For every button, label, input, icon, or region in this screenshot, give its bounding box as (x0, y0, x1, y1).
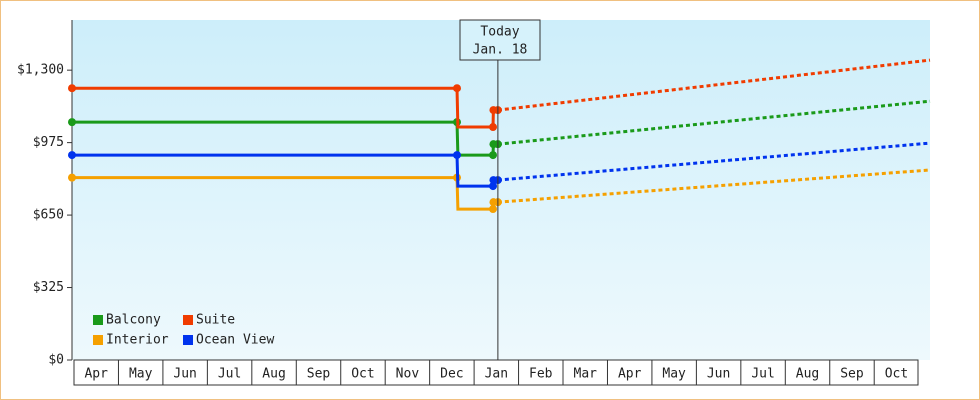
x-tick-label: Aug (262, 367, 285, 382)
x-tick-label: Jul (218, 367, 241, 382)
x-tick-label: Nov (396, 367, 420, 382)
forecast-line (497, 168, 931, 204)
point (488, 123, 497, 132)
x-tick-label: Dec (440, 367, 463, 382)
today-date: Jan. 18 (473, 43, 528, 58)
legend-swatch (183, 335, 193, 345)
x-tick-label: Oct (885, 367, 908, 382)
legend-label: Ocean View (196, 333, 274, 348)
x-tick-label: Mar (574, 367, 598, 382)
forecast-line (497, 141, 931, 182)
x-tick-label: May (129, 367, 153, 382)
legend-swatch (183, 315, 193, 325)
y-tick-label: $1,300 (17, 63, 64, 78)
x-tick-label: Apr (618, 367, 642, 382)
point (488, 205, 497, 214)
x-axis-band (73, 359, 919, 386)
y-tick-label: $975 (33, 135, 64, 150)
point (68, 173, 76, 182)
x-tick-label: Sep (840, 367, 864, 382)
y-tick-label: $650 (33, 208, 64, 223)
x-tick-label: May (662, 367, 686, 382)
x-tick-label: Oct (351, 367, 374, 382)
forecast-line (497, 58, 931, 112)
point (452, 84, 461, 93)
legend-label: Interior (106, 333, 169, 348)
y-tick-label: $325 (33, 280, 64, 295)
point (488, 151, 497, 160)
x-tick-label: Sep (307, 367, 331, 382)
point (452, 151, 461, 160)
today-box (459, 19, 541, 61)
plot-area (72, 20, 930, 360)
x-tick-label: Jun (173, 367, 196, 382)
x-tick-label: Jan (485, 367, 508, 382)
x-tick-label: Jun (707, 367, 730, 382)
legend-swatch (93, 315, 103, 325)
point (68, 84, 76, 93)
today-label: Today (480, 25, 519, 40)
point (68, 151, 76, 160)
y-tick-label: $0 (48, 353, 64, 368)
point (488, 182, 497, 191)
x-tick-label: Aug (796, 367, 819, 382)
x-tick-label: Apr (84, 367, 108, 382)
legend-swatch (93, 335, 103, 345)
legend-label: Balcony (106, 313, 161, 328)
x-tick-label: Feb (529, 367, 553, 382)
x-tick-label: Jul (751, 367, 774, 382)
forecast-line (497, 99, 931, 146)
legend-label: Suite (196, 313, 235, 328)
point (68, 118, 76, 127)
